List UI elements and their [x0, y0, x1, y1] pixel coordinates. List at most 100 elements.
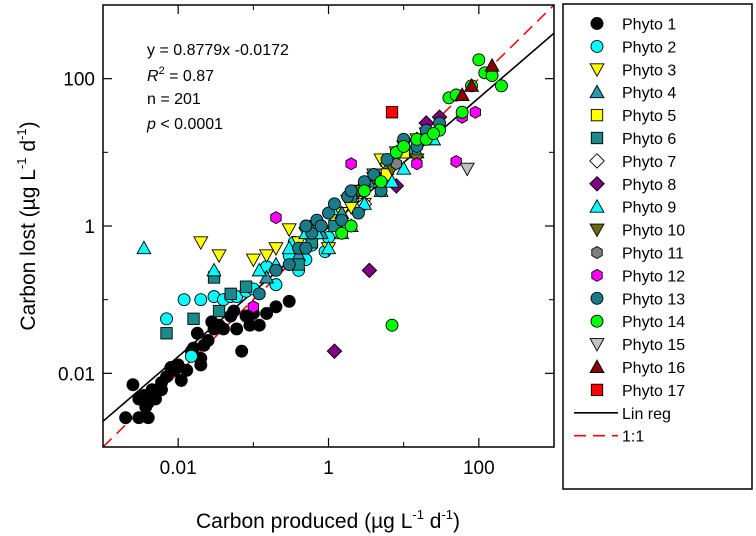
- phyto-13-point: [351, 206, 365, 220]
- phyto-16-point: [454, 87, 470, 101]
- phyto-2-point: [194, 293, 208, 307]
- phyto-13-point: [299, 241, 313, 255]
- stats-n: n = 201: [147, 91, 201, 108]
- x-title-end: ): [453, 510, 460, 533]
- phyto-13-point: [344, 184, 358, 198]
- phyto-14-point: [495, 79, 508, 93]
- phyto-16-point: [463, 77, 480, 92]
- y-tick-label: 1: [84, 217, 95, 238]
- legend-label-1-1: 1:1: [622, 429, 644, 446]
- phyto-17-point: [385, 106, 399, 119]
- legend-entry-phyto-4: Phyto 4: [589, 84, 676, 102]
- legend: Phyto 1 Phyto 2 Phyto 3 Phyto 4 Phyto 5 Phyto…: [562, 3, 753, 490]
- phyto-1-point: [126, 378, 140, 392]
- phyto-14-point: [335, 226, 349, 240]
- phyto-8-point: [361, 262, 378, 279]
- legend-symbol-phyto-17: [590, 383, 604, 397]
- legend-label-phyto-12: Phyto 12: [622, 268, 685, 285]
- legend-symbol-phyto-3: [589, 63, 605, 78]
- phyto-16-point: [484, 57, 500, 72]
- legend-label-phyto-9: Phyto 9: [622, 200, 676, 217]
- y-title-main: Carbon lost (µg L: [17, 169, 40, 331]
- legend-entry-phyto-16: Phyto 16: [589, 359, 685, 377]
- legend-box: [562, 3, 753, 490]
- legend-label-phyto-4: Phyto 4: [622, 85, 676, 102]
- phyto-6-point: [160, 327, 173, 340]
- phyto-9-point: [251, 262, 267, 277]
- phyto-1-point: [149, 392, 162, 406]
- phyto-12-point: [247, 300, 259, 314]
- legend-label-lin-reg: Lin reg: [622, 406, 671, 423]
- phyto-9-point: [320, 240, 337, 255]
- phyto-6-point: [212, 304, 226, 318]
- legend-label-phyto-8: Phyto 8: [622, 177, 676, 194]
- legend-label-phyto-10: Phyto 10: [622, 223, 685, 240]
- legend-entry-phyto-3: Phyto 3: [589, 62, 676, 79]
- phyto-13-point: [328, 197, 341, 211]
- phyto-14-point: [455, 105, 469, 119]
- y-tick-label: 0.01: [58, 364, 95, 385]
- x-tick-label: 0.01: [160, 458, 197, 479]
- phyto-1-point: [216, 322, 230, 336]
- legend-label-phyto-3: Phyto 3: [622, 62, 676, 79]
- legend-items: Phyto 1 Phyto 2 Phyto 3 Phyto 4 Phyto 5 Phyto…: [574, 17, 685, 446]
- phyto-1-point: [269, 300, 283, 314]
- stats-annotation: y = 0.8779x -0.0172 R2 = 0.87 n = 201 p …: [146, 42, 289, 133]
- legend-label-phyto-15: Phyto 15: [622, 337, 685, 354]
- legend-entry-phyto-14: Phyto 14: [590, 314, 685, 331]
- stats-p-symbol: p: [146, 116, 156, 133]
- phyto-3-point: [281, 223, 297, 238]
- phyto-3-point: [268, 242, 284, 257]
- legend-entry-1-1: 1:1: [574, 429, 644, 446]
- phyto-14-point: [397, 140, 411, 153]
- phyto-6-point: [224, 287, 237, 300]
- phyto-13-point: [335, 213, 349, 227]
- phyto-12-point: [469, 105, 482, 119]
- phyto-14-point: [357, 184, 371, 198]
- phyto-8-point: [326, 343, 343, 359]
- phyto-9-point: [384, 173, 400, 188]
- phyto-1-point: [174, 374, 188, 387]
- y-title-mid: d: [17, 140, 40, 158]
- phyto-1-point: [230, 322, 244, 336]
- phyto-14-point: [344, 219, 358, 233]
- phyto-13-point: [252, 287, 266, 301]
- phyto-12-point: [345, 157, 357, 171]
- phyto-3-point: [245, 253, 261, 268]
- legend-entry-phyto-10: Phyto 10: [589, 223, 685, 240]
- x-title-sup1: -1: [412, 507, 424, 522]
- legend-symbol-phyto-9: [589, 198, 605, 213]
- phyto-13-point: [380, 153, 394, 166]
- phyto-1-point: [180, 363, 194, 377]
- phyto-13-point: [314, 219, 328, 233]
- phyto-3-point: [193, 236, 209, 251]
- phyto-2-point: [184, 349, 198, 363]
- phyto-9-point: [136, 240, 152, 255]
- legend-symbol-phyto-6: [590, 131, 604, 145]
- x-title-main: Carbon produced (µg L: [196, 510, 412, 533]
- legend-symbol-phyto-16: [589, 359, 605, 373]
- phyto-14-point: [385, 318, 399, 332]
- phyto-14-point: [427, 127, 441, 140]
- phyto-6-point: [239, 280, 253, 293]
- phyto-1-point: [227, 304, 241, 318]
- legend-label-phyto-11: Phyto 11: [622, 246, 684, 263]
- y-title-sup1: -1: [14, 158, 29, 170]
- legend-entry-phyto-17: Phyto 17: [590, 383, 685, 400]
- legend-label-phyto-7: Phyto 7: [622, 154, 676, 171]
- legend-symbol-phyto-1: [590, 17, 604, 30]
- phyto-3-point: [258, 249, 275, 264]
- x-tick-label: 100: [463, 458, 495, 479]
- phyto-9-point: [206, 262, 222, 277]
- phyto-1-point: [201, 333, 215, 347]
- stats-r2-value: = 0.87: [165, 68, 214, 85]
- phyto-13-point: [322, 206, 335, 220]
- stats-p-value: < 0.0001: [156, 116, 223, 133]
- phyto-2-point: [160, 312, 173, 326]
- phyto-4-point: [258, 269, 275, 284]
- y-axis-title: Carbon lost (µg L-1 d-1): [14, 121, 40, 330]
- phyto-14-point: [374, 175, 388, 189]
- legend-label-phyto-17: Phyto 17: [622, 383, 685, 400]
